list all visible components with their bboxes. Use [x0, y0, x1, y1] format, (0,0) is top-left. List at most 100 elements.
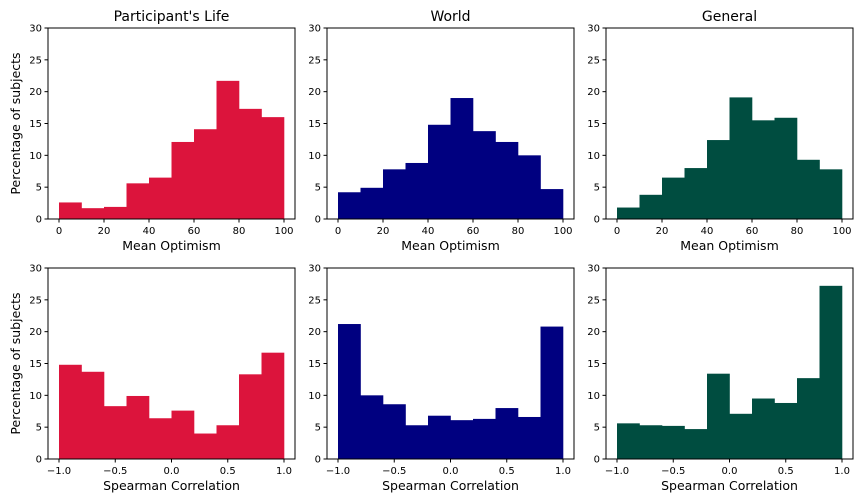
subplot-1: 0 5 10 15 20 25 30 0 20 40 60 80 100 Mean Optimism Per…	[8, 9, 296, 253]
histogram-bar	[171, 141, 195, 219]
histogram-bar	[540, 326, 564, 459]
histogram-bar	[405, 162, 429, 219]
y-tick-label: 30	[587, 264, 600, 275]
histogram-bar	[360, 187, 384, 219]
y-tick-label: 5	[594, 423, 600, 434]
histogram-bar	[149, 177, 172, 219]
x-tick-label: 40	[422, 226, 435, 237]
y-tick-label: 15	[29, 119, 42, 130]
histogram-bar	[383, 404, 406, 459]
histogram-bar	[239, 374, 262, 459]
histogram-bar	[104, 406, 127, 459]
x-tick-label: 1.0	[276, 466, 292, 477]
x-tick-label: 80	[791, 226, 804, 237]
histogram-bar	[473, 131, 496, 219]
histogram-bar	[495, 141, 519, 219]
y-tick-label: 15	[587, 359, 600, 370]
histogram-bar	[149, 418, 172, 459]
histogram-bar	[126, 395, 150, 459]
subplot-title: Participant's Life	[114, 9, 230, 25]
histogram-bar	[126, 183, 150, 219]
y-tick-label: 15	[587, 119, 600, 130]
histogram-bar	[707, 373, 730, 459]
histogram-bar	[216, 80, 240, 220]
histogram-bar	[797, 159, 820, 219]
histogram-bar	[360, 395, 384, 459]
histogram-bar	[707, 140, 730, 219]
y-tick-label: 5	[315, 423, 321, 434]
histogram-bar	[171, 410, 195, 459]
x-tick-label: 0.0	[722, 466, 738, 477]
x-tick-label: 100	[832, 226, 851, 237]
x-tick-label: 100	[274, 226, 293, 237]
y-tick-label: 20	[308, 327, 321, 338]
x-tick-label: −1.0	[326, 466, 350, 477]
histogram-bar	[104, 206, 127, 219]
histogram-bar	[450, 98, 474, 219]
subplot-5: 0 5 10 15 20 25 30 −1.0 −0.5 0.0 0.5 1.0 Spearman Co…	[308, 264, 575, 493]
y-axis-label: Percentage of subjects	[8, 52, 23, 194]
subplot-title: General	[702, 9, 757, 25]
y-tick-label: 10	[29, 151, 42, 162]
histogram-bar	[752, 398, 775, 459]
histogram-bar	[81, 208, 105, 219]
x-axis-label: Mean Optimism	[680, 238, 779, 253]
histogram-bar	[428, 124, 451, 219]
y-tick-label: 20	[29, 327, 42, 338]
y-axis-label: Percentage of subjects	[8, 292, 23, 434]
histogram-bar	[194, 433, 217, 459]
histogram-bar	[59, 202, 82, 219]
y-tick-label: 0	[594, 215, 600, 226]
y-tick-label: 25	[587, 295, 600, 306]
x-tick-label: 0.5	[499, 466, 515, 477]
y-tick-label: 10	[29, 391, 42, 402]
y-tick-label: 20	[29, 87, 42, 98]
x-tick-label: −1.0	[47, 466, 71, 477]
histogram-bar	[684, 168, 708, 219]
y-tick-label: 5	[594, 183, 600, 194]
y-tick-label: 25	[587, 55, 600, 66]
y-tick-label: 0	[594, 455, 600, 466]
histogram-bar	[405, 425, 429, 459]
histogram-bar	[261, 117, 285, 219]
histogram-bar	[473, 418, 496, 459]
y-tick-label: 15	[308, 359, 321, 370]
x-tick-label: −0.5	[382, 466, 406, 477]
x-tick-label: 1.0	[555, 466, 571, 477]
histogram-bar	[450, 420, 474, 459]
y-tick-label: 5	[315, 183, 321, 194]
histogram-bar	[797, 378, 820, 459]
x-tick-label: 0.0	[164, 466, 180, 477]
y-tick-label: 0	[315, 455, 321, 466]
histogram-bar	[81, 371, 105, 459]
y-tick-label: 15	[29, 359, 42, 370]
x-tick-label: 20	[377, 226, 390, 237]
histogram-bar	[819, 285, 843, 459]
x-axis-label: Mean Optimism	[401, 238, 500, 253]
histogram-bar	[338, 192, 361, 219]
x-tick-label: 80	[512, 226, 525, 237]
y-tick-label: 5	[36, 183, 42, 194]
x-tick-label: 0.5	[778, 466, 794, 477]
x-tick-label: 60	[746, 226, 759, 237]
histogram-bar	[662, 425, 685, 459]
y-tick-label: 30	[29, 24, 42, 35]
x-axis-label: Mean Optimism	[122, 238, 221, 253]
y-tick-label: 25	[29, 55, 42, 66]
x-tick-label: 80	[233, 226, 246, 237]
y-tick-label: 5	[36, 423, 42, 434]
x-tick-label: 60	[188, 226, 201, 237]
histogram-bar	[774, 117, 798, 219]
x-tick-label: 0.5	[220, 466, 236, 477]
histogram-bar	[639, 425, 663, 459]
y-tick-label: 10	[308, 151, 321, 162]
y-tick-label: 0	[315, 215, 321, 226]
histogram-bar	[338, 324, 361, 459]
y-tick-label: 25	[29, 295, 42, 306]
histogram-bar	[428, 415, 451, 459]
subplot-6: 0 5 10 15 20 25 30 −1.0 −0.5 0.0 0.5 1.0 Spearman Co…	[587, 264, 854, 493]
x-tick-label: −0.5	[661, 466, 685, 477]
histogram-bar	[819, 169, 843, 219]
histogram-bar	[239, 108, 262, 219]
x-tick-label: 20	[98, 226, 111, 237]
